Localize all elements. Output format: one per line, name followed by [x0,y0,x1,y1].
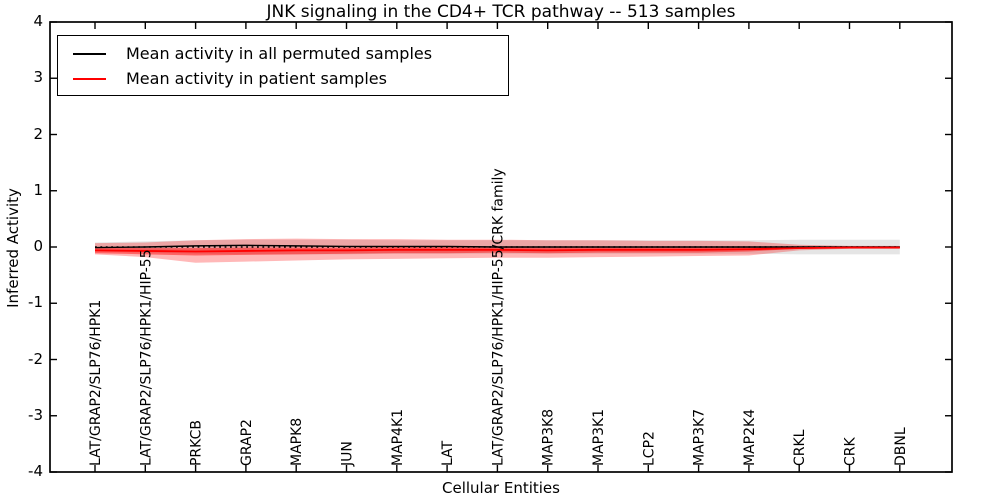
legend-line-black [73,52,106,55]
series-line-patient-mean [94,246,900,253]
x-tick-label: JUN [340,441,356,467]
legend-entry-patient: Mean activity in patient samples [58,66,508,91]
x-tick-label: LAT [440,440,456,466]
x-tick-label: MAP3K1 [591,409,607,466]
x-tick-label: MAPK8 [289,418,305,466]
y-tick-value: 0 [33,237,43,255]
x-tick-label: MAP4K1 [390,409,406,466]
x-tick-label: LCP2 [641,431,657,466]
series-line-permuted-mean [94,244,900,249]
y-tick-value: 4 [33,12,43,30]
y-tick-value: -1 [28,293,43,312]
x-tick-label: DBNL [893,427,909,466]
x-tick-label: LAT/GRAP2/SLP76/HPK1 [88,300,104,466]
x-tick-label: GRAP2 [239,419,255,466]
y-tick-value: 3 [33,68,43,87]
legend-box: Mean activity in all permuted samples Me… [57,35,509,96]
legend-line-red [73,77,106,80]
y-tick-value: 2 [33,124,43,143]
chart-title: JNK signaling in the CD4+ TCR pathway --… [266,2,736,22]
x-tick-label: CRKL [792,429,808,466]
x-tick-label: MAP3K8 [541,409,557,466]
x-tick-label: PRKCB [189,420,205,466]
x-tick-label: CRK [843,436,859,466]
x-tick-label: MAP2K4 [742,409,758,466]
y-tick-value: -2 [28,349,43,368]
y-tick-value: -3 [28,405,43,424]
x-tick-label: LAT/GRAP2/SLP76/HPK1/HIP-55 [138,249,154,466]
y-tick-value: -4 [28,462,43,480]
x-tick-label: MAP3K7 [692,409,708,466]
x-axis-label: Cellular Entities [442,479,560,497]
legend-label-patient: Mean activity in patient samples [126,69,387,88]
x-tick-label: LAT/GRAP2/SLP76/HPK1/HIP-55/CRK family [490,168,506,466]
legend-label-permuted: Mean activity in all permuted samples [126,44,433,63]
y-tick-value: 1 [33,180,43,199]
legend-entry-permuted: Mean activity in all permuted samples [58,41,508,66]
